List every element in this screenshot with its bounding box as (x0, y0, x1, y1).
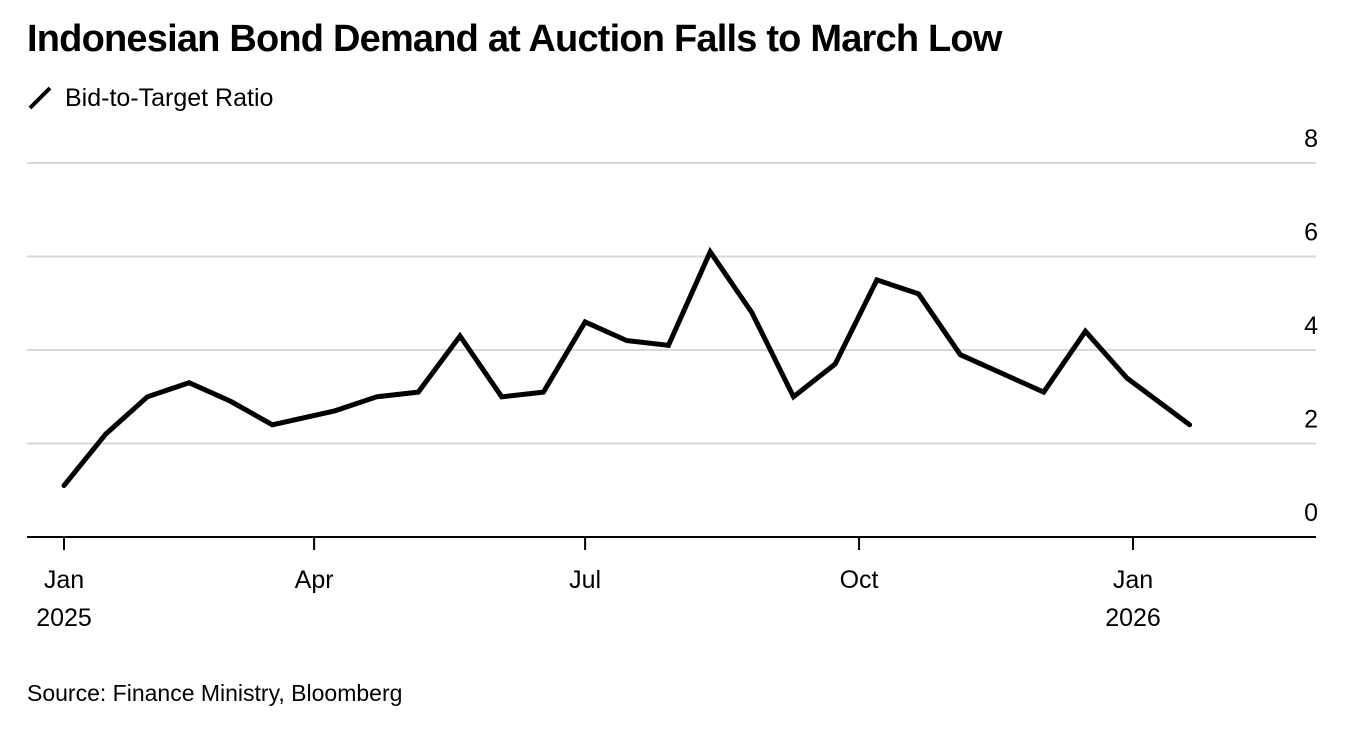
x-axis-labels: Jan 2025 Apr Jul Oct Jan 2026 (36, 566, 1161, 632)
gridlines (27, 162, 1316, 445)
x-tick-label: Jul (569, 566, 601, 594)
y-tick-label: 8 (1304, 125, 1318, 153)
x-tick-label: Oct (840, 566, 879, 594)
y-tick-label: 4 (1304, 312, 1318, 340)
x-tick-label: Apr (295, 566, 334, 594)
source-note: Source: Finance Ministry, Bloomberg (27, 680, 403, 706)
x-tick-year-label: 2026 (1105, 604, 1161, 632)
y-tick-label: 6 (1304, 219, 1318, 247)
y-tick-label: 2 (1304, 406, 1318, 434)
y-tick-label: 0 (1304, 499, 1318, 527)
line-chart: 0 2 4 6 8 Jan 2025 Apr Jul Oct Jan 2026 (27, 125, 1318, 632)
chart-title: Indonesian Bond Demand at Auction Falls … (27, 18, 1002, 60)
x-tick-label: Jan (44, 566, 84, 594)
legend-label: Bid-to-Target Ratio (65, 83, 274, 112)
x-axis (27, 536, 1316, 550)
line-legend-icon (28, 86, 52, 110)
chart-legend: Bid-to-Target Ratio (27, 83, 273, 113)
x-tick-year-label: 2025 (36, 604, 92, 632)
series-layer (61, 246, 1193, 489)
x-tick-label: Jan (1113, 566, 1153, 594)
y-axis-labels: 0 2 4 6 8 (1304, 125, 1318, 527)
series-line-bid-to-target-ratio (61, 246, 1193, 489)
